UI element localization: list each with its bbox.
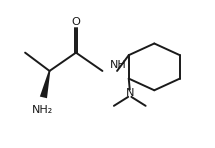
Text: O: O [72,17,80,27]
Text: NH₂: NH₂ [32,105,53,115]
Text: NH: NH [110,60,127,70]
Polygon shape [40,71,50,98]
Text: N: N [126,88,134,98]
